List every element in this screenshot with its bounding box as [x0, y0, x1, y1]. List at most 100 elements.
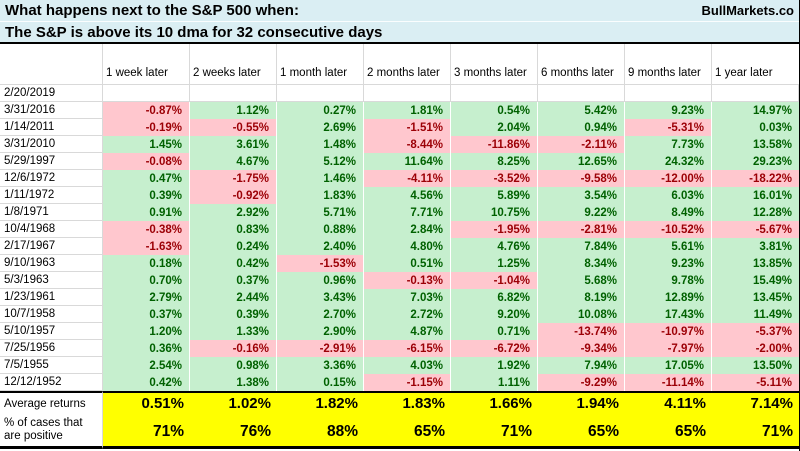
return-cell: 1.45% [103, 136, 190, 153]
return-cell: 5.68% [538, 272, 625, 289]
return-cell: 13.58% [712, 136, 799, 153]
average-return-cell: 1.02% [190, 391, 277, 414]
column-header: 2 months later [364, 44, 451, 85]
column-header: 3 months later [451, 44, 538, 85]
return-cell: 0.42% [190, 255, 277, 272]
return-cell: 2.72% [364, 306, 451, 323]
date-cell: 7/5/1955 [0, 357, 103, 374]
return-cell: -1.75% [190, 170, 277, 187]
return-cell: 0.37% [103, 306, 190, 323]
percent-positive-label-line1: % of cases that [4, 417, 83, 429]
average-return-cell: 1.83% [364, 391, 451, 414]
percent-positive-label: % of cases that are positive [0, 414, 103, 449]
return-cell: -0.92% [190, 187, 277, 204]
table-row: 5/10/1957 1.20% 1.33% 2.90% 4.87% 0.71% -13.74… [0, 323, 799, 340]
column-header-row: 1 week later 2 weeks later 1 month later 2 … [0, 44, 799, 85]
return-cell: -12.00% [625, 170, 712, 187]
return-cell: 9.22% [538, 204, 625, 221]
return-cell: 11.64% [364, 153, 451, 170]
table-row: 10/4/1968 -0.38% 0.83% 0.88% 2.84% -1.95% -2.8… [0, 221, 799, 238]
percent-positive-cell: 71% [712, 414, 799, 449]
return-cell: 0.24% [190, 238, 277, 255]
average-returns-row: Average returns 0.51% 1.02% 1.82% 1.83% 1.66%… [0, 391, 799, 414]
return-cell: 2.92% [190, 204, 277, 221]
table-row: 7/25/1956 0.36% -0.16% -2.91% -6.15% -6.72% -9… [0, 340, 799, 357]
date-cell: 1/11/1972 [0, 187, 103, 204]
return-cell: 7.94% [538, 357, 625, 374]
return-cell: 1.81% [364, 102, 451, 119]
return-cell: 4.80% [364, 238, 451, 255]
return-cell: 9.23% [625, 255, 712, 272]
return-cell: 16.01% [712, 187, 799, 204]
return-cell: -2.81% [538, 221, 625, 238]
average-return-cell: 1.82% [277, 391, 364, 414]
return-cell: 3.36% [277, 357, 364, 374]
return-cell: -1.53% [277, 255, 364, 272]
return-cell: 9.23% [625, 102, 712, 119]
table-row: 5/3/1963 0.70% 0.37% 0.96% -0.13% -1.04% 5.68%… [0, 272, 799, 289]
return-cell: 0.36% [103, 340, 190, 357]
column-header: 2 weeks later [190, 44, 277, 85]
return-cell: 17.05% [625, 357, 712, 374]
return-cell: 0.94% [538, 119, 625, 136]
return-cell: 1.48% [277, 136, 364, 153]
return-cell: 1.11% [451, 374, 538, 391]
return-cell: 8.25% [451, 153, 538, 170]
return-cell: -11.86% [451, 136, 538, 153]
percent-positive-cell: 88% [277, 414, 364, 449]
title-line-2: The S&P is above its 10 dma for 32 conse… [5, 24, 383, 41]
return-cell: 7.03% [364, 289, 451, 306]
date-cell: 5/10/1957 [0, 323, 103, 340]
table-row: 2/20/2019 [0, 85, 799, 102]
return-cell: 0.54% [451, 102, 538, 119]
return-cell: 0.42% [103, 374, 190, 391]
return-cell: 0.91% [103, 204, 190, 221]
return-cell [364, 85, 451, 102]
return-cell: -10.52% [625, 221, 712, 238]
return-cell: 0.51% [364, 255, 451, 272]
return-cell: 15.49% [712, 272, 799, 289]
return-cell: 3.81% [712, 238, 799, 255]
percent-positive-cell: 65% [625, 414, 712, 449]
return-cell: -0.08% [103, 153, 190, 170]
return-cell: 1.20% [103, 323, 190, 340]
return-cell: -0.55% [190, 119, 277, 136]
return-cell [625, 85, 712, 102]
return-cell: 12.28% [712, 204, 799, 221]
table-row: 2/17/1967 -1.63% 0.24% 2.40% 4.80% 4.76% 7.84%… [0, 238, 799, 255]
return-cell: -9.58% [538, 170, 625, 187]
return-cell: 10.75% [451, 204, 538, 221]
date-cell: 5/29/1997 [0, 153, 103, 170]
average-return-cell: 0.51% [103, 391, 190, 414]
title-bar: What happens next to the S&P 500 when: T… [0, 0, 799, 44]
return-cell: 0.88% [277, 221, 364, 238]
return-cell: 0.39% [190, 306, 277, 323]
date-cell: 2/20/2019 [0, 85, 103, 102]
return-cell: -0.38% [103, 221, 190, 238]
return-cell: 2.44% [190, 289, 277, 306]
average-return-cell: 4.11% [625, 391, 712, 414]
return-cell [103, 85, 190, 102]
return-cell: 0.18% [103, 255, 190, 272]
return-cell: 0.37% [190, 272, 277, 289]
return-cell: -1.51% [364, 119, 451, 136]
return-cell: 2.79% [103, 289, 190, 306]
brand-text: BullMarkets.co [701, 3, 794, 18]
return-cell: -1.63% [103, 238, 190, 255]
return-cell: 2.54% [103, 357, 190, 374]
return-cell: 0.70% [103, 272, 190, 289]
return-cell: -3.52% [451, 170, 538, 187]
table-row: 12/12/1952 0.42% 1.38% 0.15% -1.15% 1.11% -9.2… [0, 374, 799, 391]
return-cell: -5.31% [625, 119, 712, 136]
date-cell: 3/31/2016 [0, 102, 103, 119]
return-cell: 1.83% [277, 187, 364, 204]
return-cell: 0.39% [103, 187, 190, 204]
return-cell: 0.98% [190, 357, 277, 374]
return-cell: -2.00% [712, 340, 799, 357]
column-header: 9 months later [625, 44, 712, 85]
return-cell: -5.37% [712, 323, 799, 340]
date-cell: 12/6/1972 [0, 170, 103, 187]
date-cell: 1/23/1961 [0, 289, 103, 306]
return-cell: 4.67% [190, 153, 277, 170]
